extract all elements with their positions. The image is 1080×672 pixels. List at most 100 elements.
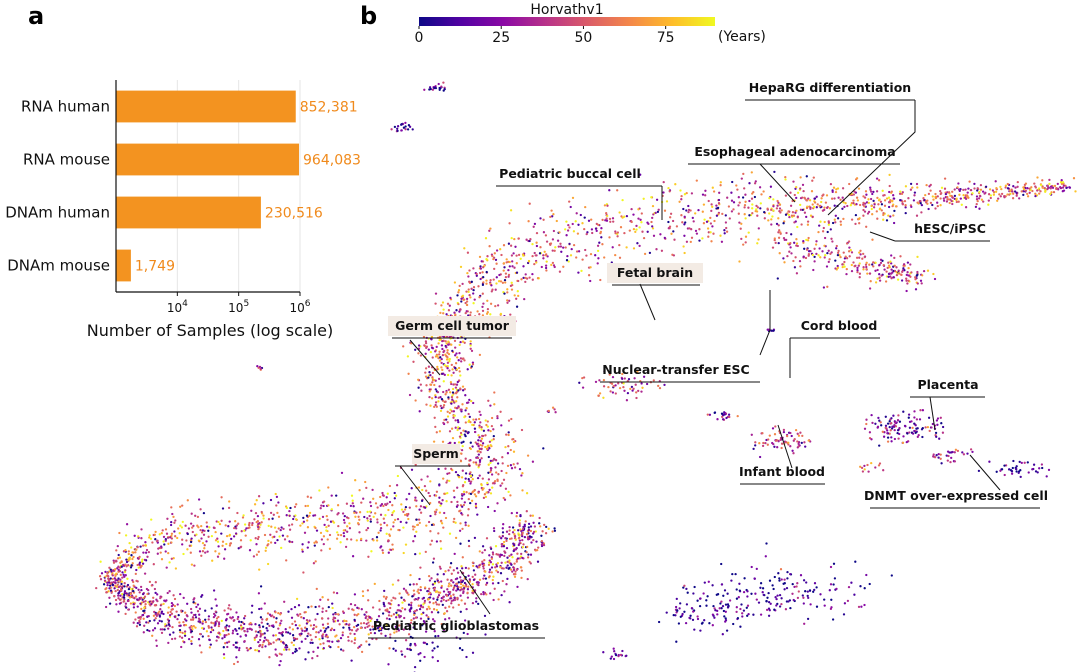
scatter-point [856, 270, 859, 274]
scatter-point [325, 529, 328, 532]
scatter-point [779, 438, 782, 442]
scatter-point [511, 556, 514, 559]
scatter-point [744, 193, 747, 196]
scatter-point [957, 200, 960, 203]
scatter-point [446, 410, 449, 413]
scatter-point [741, 615, 744, 618]
scatter-point [953, 188, 956, 191]
scatter-point [730, 579, 733, 582]
scatter-point [632, 387, 635, 390]
scatter-point [690, 606, 694, 610]
scatter-point [906, 432, 909, 435]
scatter-point [794, 211, 797, 214]
scatter-point [453, 496, 456, 499]
scatter-point [419, 586, 422, 589]
scatter-point [750, 171, 753, 174]
scatter-point [214, 550, 217, 553]
scatter-point [507, 445, 510, 448]
scatter-point [523, 535, 527, 539]
scatter-point [921, 435, 924, 439]
scatter-point [211, 559, 214, 562]
scatter-point [616, 189, 619, 192]
scatter-point [470, 280, 473, 283]
scatter-point [356, 606, 359, 609]
scatter-point [464, 521, 467, 524]
scatter-point [472, 578, 476, 582]
scatter-point [966, 452, 969, 455]
scatter-point [117, 580, 120, 583]
scatter-point [366, 625, 369, 628]
scatter-point [879, 258, 883, 261]
scatter-point [305, 514, 309, 517]
scatter-point [522, 527, 525, 530]
scatter-point [904, 204, 907, 207]
scatter-point [438, 338, 441, 342]
scatter-point [619, 226, 623, 229]
scatter-point [123, 598, 126, 601]
scatter-point [156, 552, 159, 555]
scatter-point [478, 474, 481, 477]
bar-series [116, 90, 300, 282]
scatter-point [874, 281, 878, 284]
scatter-point [513, 294, 516, 297]
scatter-point [186, 602, 189, 605]
scatter-point [274, 541, 277, 545]
scatter-point [551, 261, 555, 265]
scatter-point [472, 292, 475, 295]
scatter-point [777, 231, 780, 234]
scatter-point [167, 606, 170, 609]
scatter-point [488, 447, 491, 450]
scatter-point [451, 349, 454, 353]
scatter-point [450, 599, 453, 603]
scatter-point [319, 642, 322, 646]
scatter-point [785, 238, 788, 242]
scatter-point [433, 510, 437, 513]
scatter-point [440, 357, 443, 361]
scatter-point [870, 204, 873, 208]
scatter-point [863, 205, 866, 208]
scatter-point [852, 261, 855, 264]
scatter-point [424, 630, 428, 633]
scatter-point [934, 431, 938, 435]
scatter-point [589, 266, 592, 269]
scatter-point [109, 568, 112, 571]
scatter-point [921, 409, 925, 412]
scatter-point [632, 213, 635, 216]
scatter-point [427, 616, 430, 619]
scatter-point [419, 511, 423, 514]
scatter-point [964, 206, 968, 209]
scatter-point [639, 218, 642, 221]
scatter-point [259, 585, 263, 588]
scatter-point [493, 529, 496, 533]
scatter-point [583, 227, 586, 231]
scatter-point [999, 469, 1002, 472]
scatter-point [723, 615, 726, 618]
scatter-point [375, 539, 379, 542]
bar-value-label: 964,083 [303, 153, 361, 169]
scatter-point [701, 621, 704, 624]
scatter-point [176, 536, 179, 540]
scatter-point [731, 572, 734, 576]
scatter-point [249, 621, 252, 625]
scatter-point [805, 215, 808, 219]
scatter-point [402, 526, 405, 529]
scatter-point [464, 301, 467, 305]
scatter-point [148, 619, 151, 623]
scatter-point [510, 537, 513, 540]
scatter-point [255, 543, 258, 546]
scatter-point [492, 575, 495, 578]
scatter-point [479, 421, 482, 424]
scatter-point [646, 221, 649, 224]
scatter-point [754, 441, 757, 444]
scatter-point [918, 418, 922, 421]
scatter-point [423, 344, 426, 347]
scatter-point [871, 192, 874, 196]
scatter-point [878, 419, 881, 422]
scatter-point [808, 199, 812, 202]
scatter-point [678, 607, 681, 610]
scatter-point [962, 193, 965, 197]
scatter-point [772, 329, 775, 332]
scatter-point [510, 236, 513, 240]
scatter-point [723, 232, 726, 235]
scatter-point [967, 196, 970, 199]
